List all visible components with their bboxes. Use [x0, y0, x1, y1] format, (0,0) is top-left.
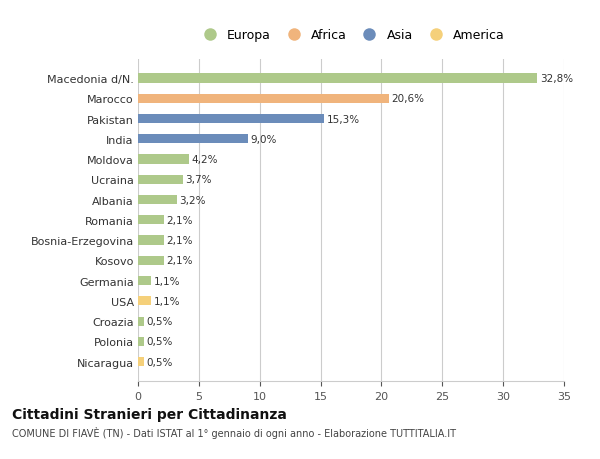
Bar [138, 175, 183, 185]
Text: 0,5%: 0,5% [146, 316, 173, 326]
Bar [138, 95, 389, 104]
Text: COMUNE DI FIAVÈ (TN) - Dati ISTAT al 1° gennaio di ogni anno - Elaborazione TUTT: COMUNE DI FIAVÈ (TN) - Dati ISTAT al 1° … [12, 426, 456, 438]
Text: 20,6%: 20,6% [391, 94, 424, 104]
Bar [138, 155, 189, 164]
Text: 15,3%: 15,3% [326, 114, 360, 124]
Text: 3,7%: 3,7% [185, 175, 212, 185]
Bar [138, 115, 324, 124]
Bar [138, 337, 144, 346]
Bar [138, 256, 164, 265]
Text: 0,5%: 0,5% [146, 336, 173, 347]
Text: 32,8%: 32,8% [539, 74, 573, 84]
Text: 3,2%: 3,2% [179, 195, 206, 205]
Text: 9,0%: 9,0% [250, 134, 277, 145]
Bar [138, 317, 144, 326]
Text: 4,2%: 4,2% [191, 155, 218, 165]
Bar [138, 216, 164, 225]
Text: 1,1%: 1,1% [154, 296, 181, 306]
Text: 1,1%: 1,1% [154, 276, 181, 286]
Bar [138, 236, 164, 245]
Bar [138, 297, 151, 306]
Text: 0,5%: 0,5% [146, 357, 173, 367]
Legend: Europa, Africa, Asia, America: Europa, Africa, Asia, America [192, 24, 510, 47]
Bar [138, 196, 177, 205]
Text: 2,1%: 2,1% [166, 215, 193, 225]
Bar [138, 276, 151, 285]
Text: Cittadini Stranieri per Cittadinanza: Cittadini Stranieri per Cittadinanza [12, 407, 287, 421]
Text: 2,1%: 2,1% [166, 235, 193, 246]
Bar [138, 357, 144, 366]
Bar [138, 74, 537, 84]
Text: 2,1%: 2,1% [166, 256, 193, 266]
Bar [138, 135, 248, 144]
